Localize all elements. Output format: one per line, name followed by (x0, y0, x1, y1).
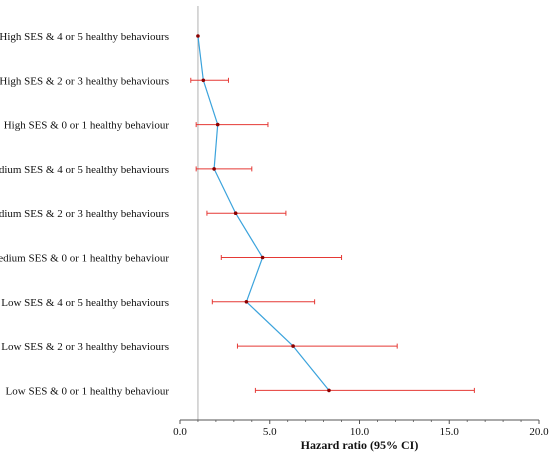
hr-point (327, 388, 331, 393)
ci-layer (190, 77, 475, 393)
connector-segment (197, 35, 204, 81)
x-tick-label: 15.0 (440, 426, 460, 438)
connector-segment (213, 168, 237, 214)
hr-point (196, 34, 200, 38)
x-tick-label: 0.0 (173, 426, 187, 438)
category-label: Medium SES & 0 or 1 healthy behaviour (0, 253, 169, 265)
connector-segment (245, 257, 264, 303)
category-label: Low SES & 4 or 5 healthy behaviours (1, 297, 169, 309)
x-axis-ticks: 0.0 5.0 10.0 15.0 20.0 (173, 420, 549, 438)
connector-layer (197, 35, 330, 391)
hr-point (212, 167, 216, 171)
point-layer (196, 34, 331, 393)
hr-point (260, 255, 265, 260)
category-label: High SES & 2 or 3 healthy behaviours (0, 75, 169, 87)
category-label: Medium SES & 2 or 3 healthy behaviours (0, 208, 169, 220)
hr-point (201, 78, 206, 83)
category-label: Medium SES & 4 or 5 healthy behaviours (0, 164, 169, 176)
connector-segment (292, 345, 330, 391)
hr-point (291, 344, 295, 348)
category-labels: High SES & 4 or 5 healthy behaviours High… (0, 31, 169, 397)
hr-point (244, 300, 249, 304)
category-label: Low SES & 2 or 3 healthy behaviours (1, 341, 169, 353)
category-label: High SES & 4 or 5 healthy behaviours (0, 31, 169, 43)
category-label: Low SES & 0 or 1 healthy behaviour (6, 385, 170, 397)
x-tick-label: 20.0 (529, 426, 549, 438)
connector-segment (246, 301, 294, 347)
x-tick-label: 10.0 (350, 426, 370, 438)
x-tick-label: 5.0 (263, 426, 277, 438)
x-axis-title: Hazard ratio (95% CI) (301, 438, 419, 452)
connector-segment (235, 212, 264, 258)
hr-point (215, 122, 220, 127)
category-label: High SES & 0 or 1 healthy behaviour (4, 120, 170, 132)
connector-segment (202, 80, 219, 125)
hr-point (233, 211, 238, 215)
connector-segment (213, 124, 219, 169)
